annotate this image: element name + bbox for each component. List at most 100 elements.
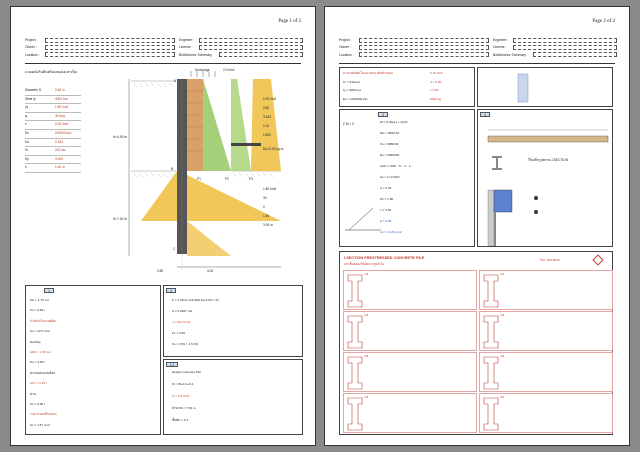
- beam-block: 4 ใช้เหล็กรูปพรรณ I-SECTION: [477, 109, 613, 247]
- page-1: Page 1 of 2 Project : Owner : Location :…: [10, 6, 316, 446]
- license-field[interactable]: [513, 44, 617, 50]
- right-value-lower: 1.50: [263, 214, 270, 218]
- engineer-label: Engineer :: [179, 38, 195, 42]
- param-label: Ka: [25, 139, 29, 144]
- i-section-icon: [483, 397, 499, 431]
- pile-card: I-26: [343, 311, 477, 351]
- engineer-field[interactable]: [199, 37, 303, 43]
- surcharge-label: Surcharge: [195, 68, 210, 72]
- param-row: Diameter D 0.60 m: [25, 87, 81, 96]
- pile-card-label: I-45: [364, 396, 369, 399]
- pressure-p1: [203, 79, 231, 171]
- calc-box-1: 1 Mu = 1.70 t-m Vu = 2.50 t กำลังรับโมเมนต…: [25, 285, 161, 435]
- param-value: 1.80 t/m3: [55, 105, 69, 110]
- calc-row: Ductility: [30, 339, 41, 344]
- param-row: Ka 0.333: [25, 139, 81, 148]
- right-value: 1.800: [263, 133, 271, 137]
- formula-row: Es = 2040000: [380, 153, 400, 157]
- project-field[interactable]: [45, 37, 175, 43]
- point-b-label: B: [171, 167, 174, 171]
- beam-title: ใช้เหล็กรูปพรรณ I-SECTION: [528, 158, 569, 162]
- param-value: 240 ksc: [55, 148, 66, 153]
- formula-row: Mu = 6550.33: [380, 131, 400, 135]
- beam-tag: 4: [480, 112, 490, 117]
- license-field[interactable]: [199, 44, 303, 50]
- location-field[interactable]: [359, 52, 489, 58]
- pile-card-label: I-50: [500, 396, 505, 399]
- location-field[interactable]: [45, 52, 175, 58]
- lower-pressure-left: [141, 171, 177, 221]
- section-title: แบบผนังกันดินพร้อมตอม่อเสาเข็ม: [25, 70, 77, 74]
- param-row: Kp 3.000: [25, 156, 81, 165]
- formula-row: c = 4.36: [380, 208, 392, 212]
- param-label: c: [25, 122, 27, 127]
- pressure-p2: [231, 79, 251, 171]
- right-value-lower: 0: [263, 205, 265, 209]
- param-value: 0.333: [55, 139, 63, 144]
- calc-box-1-id: 1: [44, 288, 54, 293]
- calc-row: กำลังรับโมเมนต์ดัด: [30, 318, 56, 323]
- engineer-field[interactable]: [513, 37, 617, 43]
- calc-row: Design Concrete Pile: [172, 370, 202, 374]
- calc-row: Fs = 2.59: [172, 331, 185, 335]
- right-value: 0.80: [263, 106, 270, 110]
- param-value: 0.00 t/m2: [55, 122, 69, 127]
- dim-right: 4.00: [207, 269, 214, 273]
- i-section-icon: [347, 397, 363, 431]
- formula-block: 3 Σ M = 0 M = (L/2)(q1 + q2)/2 Mu = 6550.…: [339, 109, 475, 247]
- i-section-icon: [347, 356, 363, 390]
- page-header: Project : Owner : Location : Engineer : …: [339, 37, 617, 59]
- param-row: f'c 240 ksc: [25, 147, 81, 156]
- location-label: Location :: [339, 52, 354, 57]
- param-label: Diameter D: [25, 88, 42, 92]
- pile-title: I-SECTION PRESTRESSED CONCRETE PILE: [344, 256, 425, 260]
- right-value-lower: 30: [263, 196, 267, 200]
- pile-card: I-22: [479, 270, 613, 310]
- owner-field[interactable]: [359, 44, 489, 50]
- page-number: Page 1 of 2: [278, 19, 301, 24]
- calc-row: Vu = 2.50 t: [30, 308, 45, 313]
- surcharge-value: 2.0 t/m2: [223, 68, 235, 72]
- param-value: 30 deg: [55, 113, 65, 118]
- pile-card-label: I-18: [364, 273, 369, 276]
- pile-card-label: I-22: [500, 273, 505, 276]
- calc-row: P = 1.05+5.4+6.00(0.6)+4.00 = 13: [172, 298, 219, 302]
- license-label: License :: [493, 45, 507, 50]
- i-section-icon: [483, 315, 499, 349]
- bolt-field[interactable]: [219, 52, 303, 58]
- moment-label: M=13.50 kg-m: [263, 147, 284, 151]
- calc-row: N = 35+0.1+0.1: [172, 382, 194, 386]
- project-field[interactable]: [359, 37, 489, 43]
- param-label: f'c: [25, 148, 29, 153]
- wall-stem: [177, 79, 187, 254]
- pile-catalog: I-SECTION PRESTRESSED CONCRETE PILE เสาเ…: [339, 251, 613, 435]
- calc-row: Q = 1.8 t/m2: [172, 394, 190, 398]
- engineer-label: Engineer :: [493, 38, 509, 42]
- calc-row: ชั้นดิน = 0.1: [172, 418, 189, 422]
- owner-field[interactable]: [45, 44, 175, 50]
- param-label: h: [25, 165, 27, 170]
- parameter-list: Diameter D 0.60 m Steel fy 4000 ksc γs 1.80 t…: [25, 87, 81, 173]
- formula-row: As = (1-0.6)Ps: [380, 175, 400, 179]
- top-row-label: Es = 2040000 ksc: [343, 96, 368, 101]
- bolt-field[interactable]: [533, 52, 617, 58]
- calc-box-4-id: 4: [166, 288, 176, 293]
- owner-label: Owner :: [339, 45, 351, 50]
- license-label: License :: [179, 45, 193, 50]
- p3-label: P3: [249, 177, 253, 181]
- formula-row: β = 0.85: [380, 219, 392, 223]
- param-label: φ: [25, 113, 28, 118]
- lower-pressure-right: [187, 175, 281, 221]
- bolt-label: Bolt/Anchor Summary: [493, 52, 526, 57]
- i-section-icon: [347, 274, 363, 308]
- calc-row: φMn = 1.50 t-m: [30, 349, 52, 354]
- calc-row: ตรวจสอบแรงเฉือน: [30, 370, 56, 375]
- pressure-p3: [251, 79, 281, 171]
- calc-row: A = 0.2827 m2: [172, 309, 193, 313]
- right-values-upper: 1.00 t/m2 0.80 3.333 0.10 1.800: [263, 97, 276, 142]
- formula-row: M = (L/2)(q1 + q2)/2: [380, 120, 408, 124]
- calc-row: As = 12.5 cm2: [30, 329, 50, 334]
- pile-card-label: I-40: [500, 355, 505, 358]
- pile-card: I-30: [479, 311, 613, 351]
- calc-row: คำนวณ = 7.00 m: [172, 406, 196, 410]
